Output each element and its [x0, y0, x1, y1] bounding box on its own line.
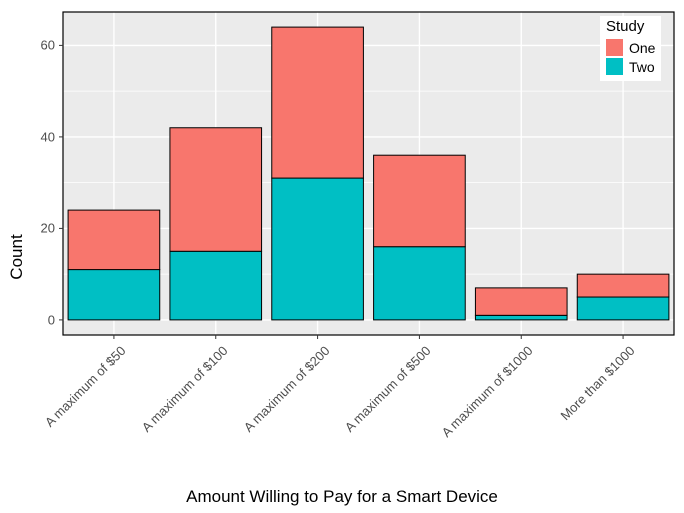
- bar-segment: [68, 210, 160, 269]
- bar-segment: [272, 27, 364, 178]
- bar-segment: [374, 155, 466, 247]
- legend-title: Study: [606, 18, 655, 35]
- chart-container: Count Amount Willing to Pay for a Smart …: [0, 0, 684, 513]
- legend-swatch: [606, 58, 623, 75]
- legend: Study One Two: [600, 16, 661, 81]
- bar-segment: [272, 178, 364, 320]
- y-tick-label: 0: [48, 312, 55, 327]
- y-tick-label: 60: [41, 38, 55, 53]
- legend-item: Two: [606, 58, 655, 75]
- bar-segment: [577, 274, 669, 297]
- bar-segment: [577, 297, 669, 320]
- legend-item: One: [606, 39, 655, 56]
- chart-svg: [0, 0, 684, 513]
- y-axis-title: Count: [7, 234, 27, 279]
- legend-swatch: [606, 39, 623, 56]
- legend-label: Two: [629, 59, 655, 75]
- bar-segment: [475, 315, 567, 320]
- x-axis-title: Amount Willing to Pay for a Smart Device: [186, 487, 498, 507]
- bar-segment: [475, 288, 567, 315]
- bar-segment: [170, 251, 262, 320]
- y-tick-label: 40: [41, 129, 55, 144]
- bar-segment: [68, 270, 160, 320]
- bar-segment: [170, 128, 262, 252]
- bar-segment: [374, 247, 466, 320]
- legend-label: One: [629, 40, 655, 56]
- y-tick-label: 20: [41, 221, 55, 236]
